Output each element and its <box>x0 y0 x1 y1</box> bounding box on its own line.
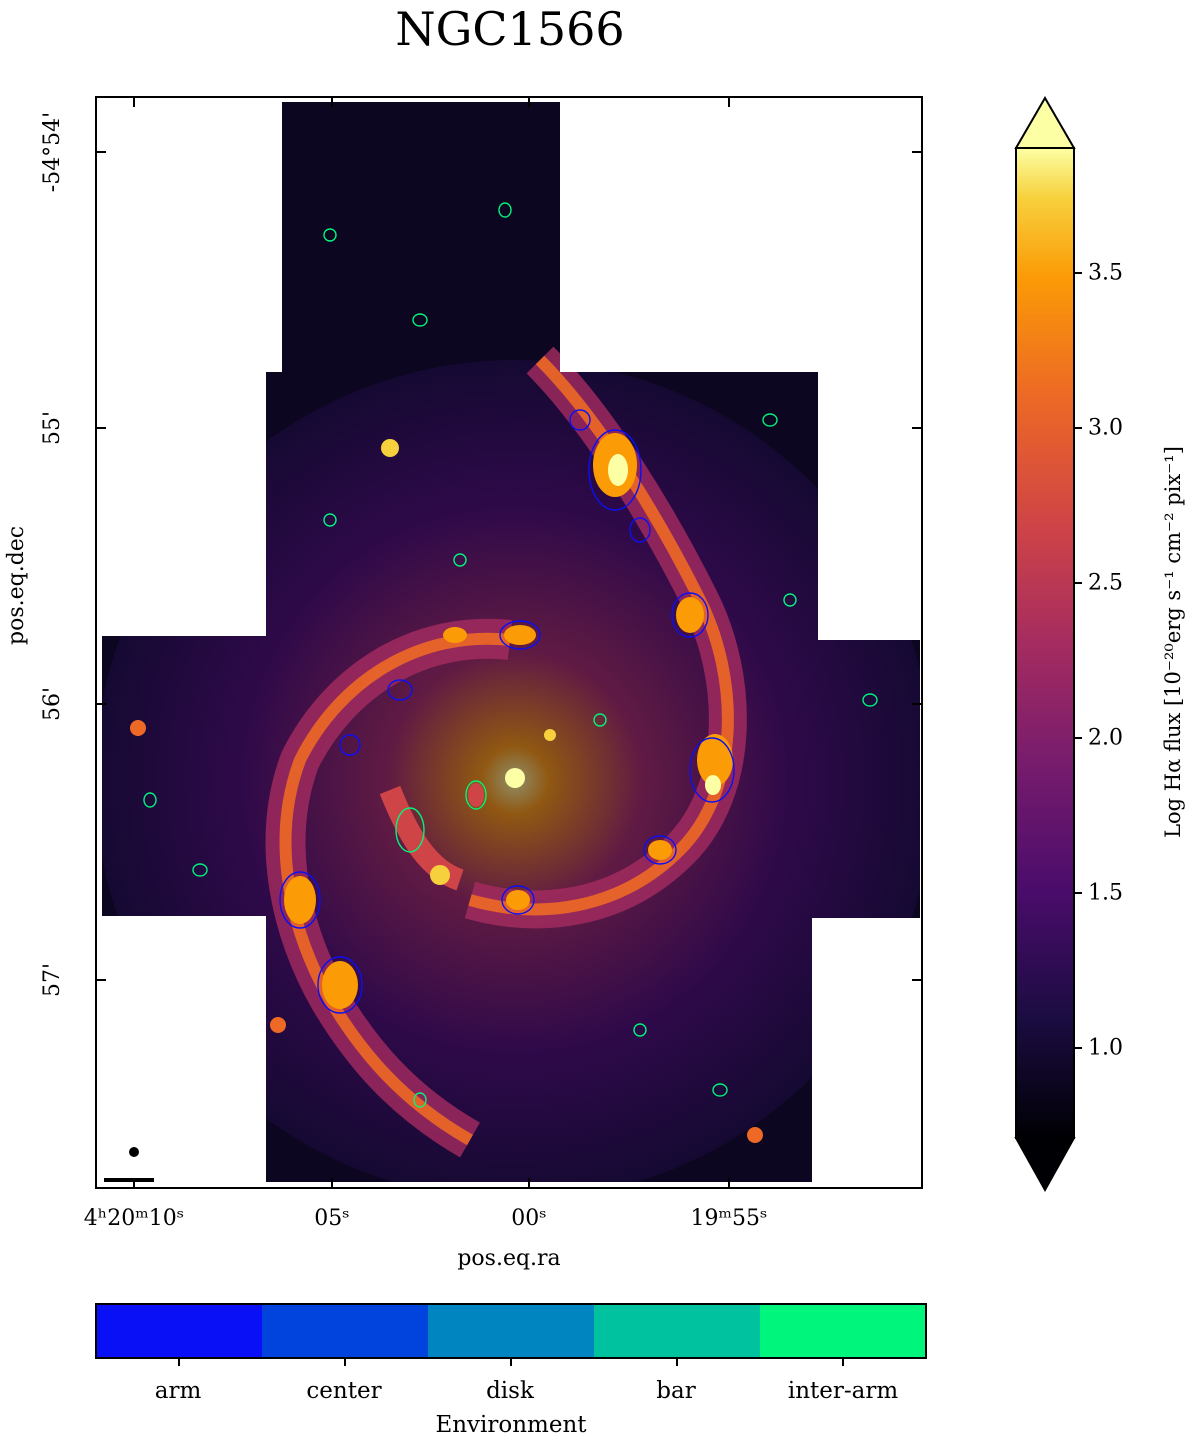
x-axis-label: pos.eq.ra <box>457 1246 561 1271</box>
x-axis-ticks <box>133 97 730 1188</box>
colorbar-tick-label: 2.0 <box>1088 725 1123 751</box>
figure-title: NGC1566 <box>395 2 625 56</box>
environment-label-center: center <box>306 1378 382 1404</box>
y-axis-ticks <box>96 151 922 981</box>
environment-swatch-bar <box>594 1304 761 1358</box>
environment-axis-label: Environment <box>435 1412 587 1438</box>
y-tick-label: 57' <box>40 962 65 998</box>
colorbar-tick-label: 2.5 <box>1088 570 1123 596</box>
environment-colorbar-frame <box>95 1303 927 1359</box>
environment-contours <box>143 202 878 1108</box>
hii-regions <box>130 433 763 1143</box>
colorbar-tick-label: 3.5 <box>1088 260 1123 286</box>
x-tick-label: 4ʰ20ᵐ10ˢ <box>83 1206 185 1231</box>
colorbar-tick-label: 1.5 <box>1088 880 1123 906</box>
intensity-colorbar <box>1014 96 1082 1193</box>
plot-frame <box>95 96 923 1189</box>
halpha-image <box>102 102 920 1182</box>
x-tick-label: 05ˢ <box>314 1206 350 1231</box>
environment-swatch-disk <box>428 1304 595 1358</box>
y-tick-label: 55' <box>40 410 65 446</box>
environment-label-arm: arm <box>154 1378 202 1404</box>
colorbar-tick-label: 1.0 <box>1088 1035 1123 1061</box>
environment-label-disk: disk <box>486 1378 534 1404</box>
environment-swatch-inter-arm <box>760 1304 927 1358</box>
colorbar-tick-label: 3.0 <box>1088 415 1123 441</box>
environment-colorbar <box>95 1303 927 1366</box>
environment-label-inter-arm: inter-arm <box>787 1378 899 1404</box>
y-tick-label: 56' <box>40 686 65 722</box>
environment-label-bar: bar <box>656 1378 696 1404</box>
y-tick-label: -54°54' <box>40 111 65 193</box>
beam-marker <box>129 1147 139 1157</box>
x-tick-label: 19ᵐ55ˢ <box>690 1206 768 1231</box>
environment-swatch-center <box>262 1304 429 1358</box>
environment-swatch-arm <box>96 1304 263 1358</box>
x-tick-label: 00ˢ <box>511 1206 547 1231</box>
